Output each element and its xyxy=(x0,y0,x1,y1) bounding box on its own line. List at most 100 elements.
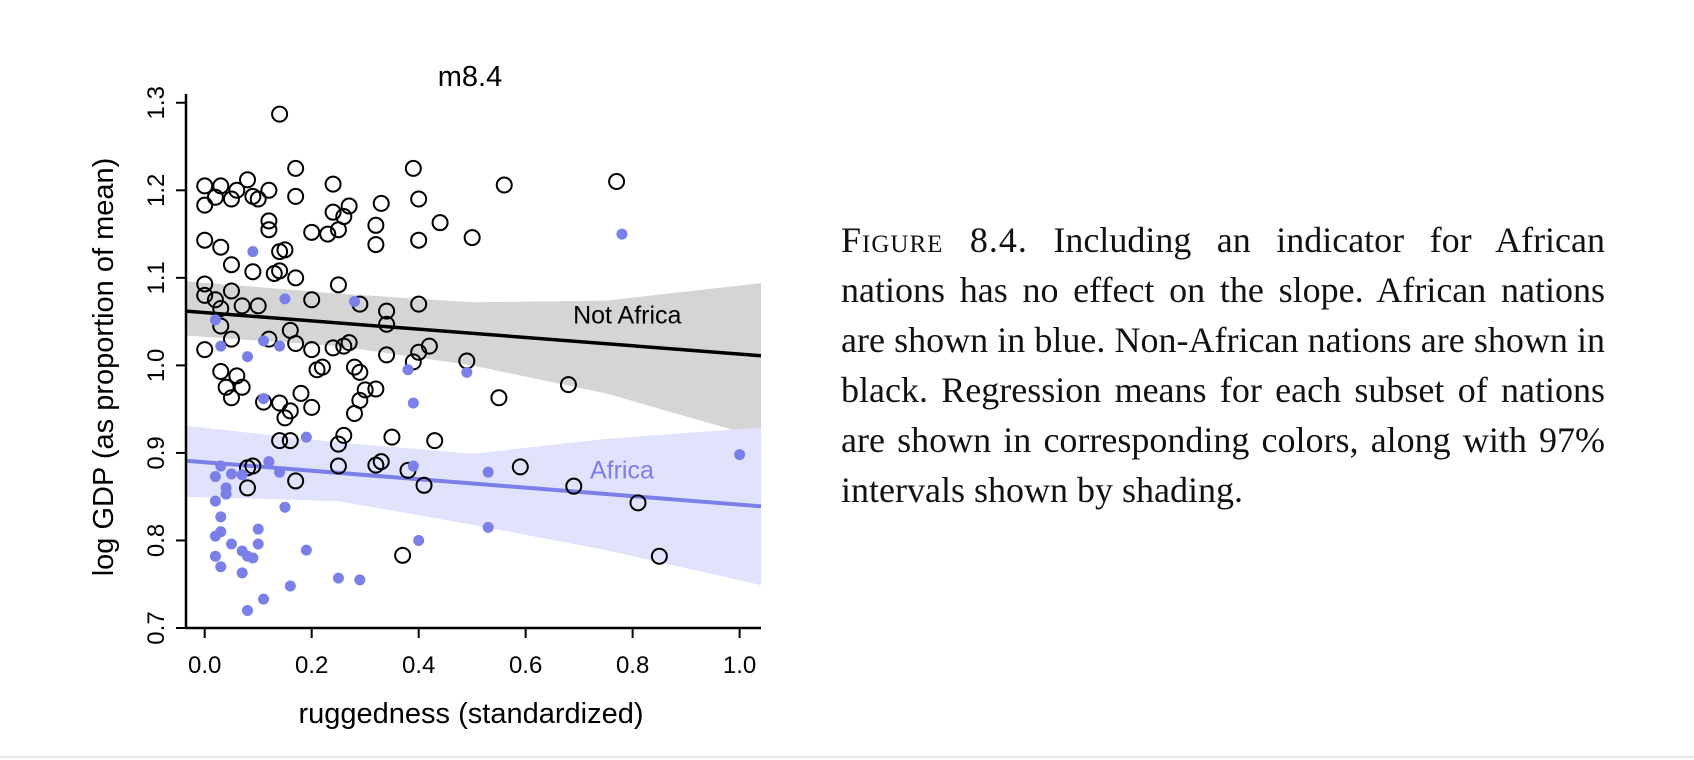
not-africa-point xyxy=(340,197,358,215)
x-tick-label: 0.4 xyxy=(402,652,435,679)
line-labels: Not Africa Africa xyxy=(573,301,681,484)
not-africa-point xyxy=(490,389,508,407)
not-africa-point xyxy=(212,363,230,381)
y-tick-label: 0.9 xyxy=(143,436,170,469)
africa-point xyxy=(236,567,248,579)
not-africa-point xyxy=(222,190,240,208)
not-africa-point xyxy=(324,339,342,357)
not-africa-point xyxy=(351,363,369,381)
not-africa-point xyxy=(324,175,342,193)
not-africa-point xyxy=(319,225,337,243)
africa-point xyxy=(209,495,221,507)
not-africa-point xyxy=(281,402,299,420)
y-tick-label: 0.8 xyxy=(143,524,170,557)
not-africa-point xyxy=(367,380,385,398)
africa-point xyxy=(300,431,312,443)
not-africa-point xyxy=(222,389,240,407)
not-africa-point xyxy=(222,330,240,348)
y-axis-label: log GDP (as proportion of mean) xyxy=(88,158,120,577)
not-africa-point xyxy=(650,547,668,565)
not-africa-point xyxy=(212,177,230,195)
not-africa-point xyxy=(292,384,310,402)
not-africa-point xyxy=(372,194,390,212)
data-points xyxy=(196,105,746,616)
not-africa-point xyxy=(196,196,214,214)
africa-point xyxy=(332,572,344,584)
africa-point xyxy=(220,488,232,500)
not-africa-point xyxy=(217,378,235,396)
not-africa-point xyxy=(212,317,230,335)
not-africa-point xyxy=(420,337,438,355)
not-africa-point xyxy=(329,457,347,475)
x-tick-label: 0.6 xyxy=(509,652,542,679)
africa-point xyxy=(247,246,259,258)
not-africa-point xyxy=(196,341,214,359)
not-africa-point xyxy=(303,341,321,359)
africa-point xyxy=(279,293,291,305)
not-africa-point xyxy=(415,476,433,494)
africa-point xyxy=(734,449,746,461)
africa-point xyxy=(225,538,237,550)
not-africa-regression-line xyxy=(185,309,762,358)
not-africa-point xyxy=(244,457,262,475)
africa-point xyxy=(482,466,494,478)
not-africa-point xyxy=(287,334,305,352)
not-africa-point xyxy=(378,302,396,320)
africa-point xyxy=(209,314,221,326)
not-africa-point xyxy=(431,214,449,232)
not-africa-point xyxy=(463,229,481,247)
not-africa-point xyxy=(629,494,647,512)
not-africa-point xyxy=(608,173,626,191)
not-africa-point xyxy=(335,426,353,444)
not-africa-point xyxy=(233,297,251,315)
africa-point xyxy=(402,364,414,376)
not-africa-point xyxy=(410,231,428,249)
not-africa-point xyxy=(233,378,251,396)
africa-point xyxy=(300,544,312,556)
africa-point xyxy=(215,340,227,352)
africa-point xyxy=(274,466,286,478)
not-africa-point xyxy=(244,263,262,281)
africa-point xyxy=(252,538,264,550)
y-ticks: 0.7 0.8 0.9 1.0 1.1 1.2 1.3 xyxy=(143,86,186,645)
africa-point xyxy=(482,521,494,533)
y-tick-label: 1.3 xyxy=(143,86,170,119)
caption-text: Including an indicator for African natio… xyxy=(841,220,1606,510)
africa-point xyxy=(242,604,254,616)
not-africa-point xyxy=(559,376,577,394)
not-africa-point xyxy=(356,381,374,399)
not-africa-point xyxy=(271,262,289,280)
africa-point xyxy=(252,523,264,535)
africa-point xyxy=(209,550,221,562)
y-tick-label: 1.2 xyxy=(143,174,170,207)
not-africa-point xyxy=(212,238,230,256)
not-africa-point xyxy=(196,286,214,304)
not-africa-point xyxy=(271,105,289,123)
africa-point xyxy=(407,460,419,472)
not-africa-point xyxy=(378,346,396,364)
africa-point xyxy=(263,456,275,468)
africa-point xyxy=(279,501,291,513)
x-tick-label: 0.2 xyxy=(295,652,328,679)
africa-line-label: Africa xyxy=(590,456,654,484)
not-africa-point xyxy=(383,428,401,446)
africa-point xyxy=(258,393,270,405)
y-tick-label: 1.0 xyxy=(143,349,170,382)
not-africa-point xyxy=(271,394,289,412)
figure-label: Figure 8.4. xyxy=(841,220,1028,260)
not-africa-point xyxy=(260,221,278,239)
not-africa-point xyxy=(511,458,529,476)
africa-point xyxy=(354,574,366,586)
africa-point xyxy=(274,340,286,352)
not-africa-point xyxy=(206,291,224,309)
not-africa-point xyxy=(249,297,267,315)
divider xyxy=(0,756,1694,758)
not-africa-point xyxy=(196,231,214,249)
africa-point xyxy=(225,468,237,480)
not-africa-point xyxy=(404,159,422,177)
not-africa-point xyxy=(239,479,257,497)
not-africa-point xyxy=(345,358,363,376)
not-africa-point xyxy=(410,295,428,313)
not-africa-point xyxy=(378,315,396,333)
africa-point xyxy=(258,593,270,605)
